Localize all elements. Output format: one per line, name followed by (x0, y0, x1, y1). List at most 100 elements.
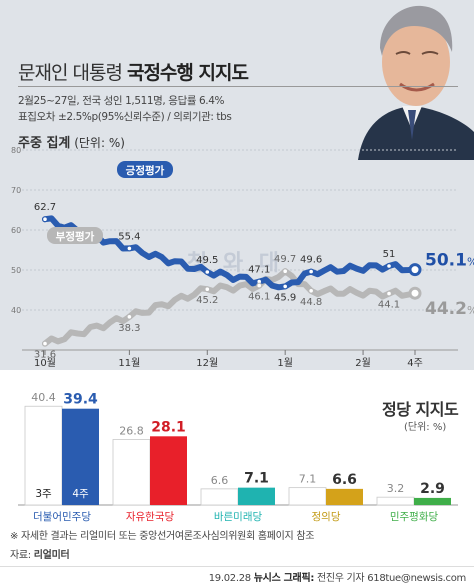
source-label: 자료: (10, 550, 31, 561)
survey-line-1: 2월25~27일, 전국 성인 1,511명, 응답률 6.4% (18, 95, 225, 107)
bar-3w-1 (112, 439, 151, 506)
bar-3w-value-3: 7.1 (299, 473, 317, 486)
label-neg-4: 49.7 (274, 254, 296, 265)
bar-4w-2 (238, 487, 275, 505)
bar-4w-1 (150, 436, 187, 505)
footer-credit-label: 뉴시스 그래픽: (253, 573, 315, 584)
bar-4w-0 (62, 408, 99, 505)
x-tick-5: 4주 (407, 358, 423, 369)
footer: 19.02.28 뉴시스 그래픽: 전진우 기자 618tue@newsis.c… (208, 569, 467, 584)
legend-positive: 긍정평가 (126, 164, 165, 177)
bar-4w-value-4: 2.9 (420, 481, 445, 497)
y-tick-60: 60 (11, 226, 21, 235)
label-neg-2: 45.2 (196, 295, 218, 306)
bar-3w-value-1: 26.8 (119, 424, 144, 437)
party-unit: (단위: %) (404, 422, 447, 433)
label-pos-5: 49.6 (300, 255, 322, 266)
sources: ※ 자세한 결과는 리얼미터 또는 중앙선거여론조사심의위원회 홈페이지 참조 … (10, 527, 314, 565)
party-bars: 40.4 39.4 더불어민주당 3주 4주 26.8 28.1 자유한국당 6.6 7.1 바른미… (18, 391, 458, 523)
series-lines: 62.7 55.4 49.5 47.1 45.9 49.6 51 50.1% 31.6 38.3 4… (34, 161, 474, 361)
legend-negative: 부정평가 (56, 230, 95, 243)
label-pos-6: 51 (383, 249, 396, 260)
bar-3w-value-4: 3.2 (387, 482, 405, 495)
bar-4w-value-2: 7.1 (244, 471, 269, 487)
point-pos-final (408, 263, 422, 277)
bar-3w-3 (288, 487, 327, 506)
x-tick-4: 2월 (355, 357, 371, 369)
label-pos-4: 45.9 (274, 292, 296, 303)
weekly-label: 주중 집계 (18, 136, 71, 151)
footer-credit: 전진우 기자 618tue@newsis.com (316, 573, 466, 584)
bar-category-1: 자유한국당 (126, 511, 175, 523)
title-divider (18, 86, 458, 87)
series-line-negative (42, 268, 418, 347)
x-tick-2: 12월 (196, 357, 218, 369)
point-neg-3 (256, 282, 263, 289)
point-pos-2 (204, 269, 211, 276)
series-line-positive (42, 215, 418, 291)
point-pos-6 (386, 263, 393, 270)
y-tick-50: 50 (11, 266, 21, 275)
label-neg-1: 38.3 (118, 323, 140, 334)
point-neg-1 (126, 313, 133, 320)
point-pos-0 (41, 216, 48, 223)
label-neg-final: 44.2 (425, 299, 467, 319)
bar-3w-2 (200, 488, 239, 506)
y-tick-80: 80 (11, 146, 21, 155)
y-tick-40: 40 (11, 306, 21, 315)
label-pos-1: 55.4 (118, 231, 140, 242)
label-neg-0: 31.6 (34, 350, 56, 361)
label-pos-3: 47.1 (248, 265, 270, 276)
footer-bar (0, 566, 474, 587)
legend-negative-pill (47, 227, 103, 244)
bar-category-4: 민주평화당 (390, 511, 439, 523)
point-neg-0 (41, 340, 48, 347)
bar-3w-value-2: 6.6 (211, 474, 229, 487)
bar-4w-4 (414, 497, 451, 505)
footer-date: 19.02.28 (208, 573, 251, 584)
bar-3w-0 (24, 405, 63, 506)
x-tick-3: 1월 (277, 357, 293, 369)
bar-4w-3 (326, 488, 363, 505)
point-neg-2 (204, 286, 211, 293)
series-label-4w: 4주 (72, 488, 89, 500)
weekly-subhead: 주중 집계 (단위: %) (18, 132, 125, 151)
title-part2: 국정수행 지지도 (126, 62, 249, 84)
title-part1: 문재인 대통령 (18, 62, 123, 84)
president-portrait (350, 0, 474, 160)
legend-positive-pill (117, 161, 173, 178)
bar-3w-value-0: 40.4 (31, 391, 56, 404)
point-pos-5 (308, 268, 315, 275)
label-pct-neg: % (467, 304, 474, 317)
series-label-3w: 3주 (35, 488, 52, 500)
survey-info: 2월25~27일, 전국 성인 1,511명, 응답률 6.4% 표집오차 ±2… (18, 93, 232, 125)
x-tick-0: 10월 (34, 357, 56, 369)
label-neg-5: 44.8 (300, 297, 322, 308)
party-title: 정당 지지도 (382, 400, 459, 419)
point-neg-6 (386, 290, 393, 297)
bar-4w-value-0: 39.4 (63, 392, 98, 408)
label-pos-final: 50.1 (425, 251, 467, 271)
bar-4w-value-1: 28.1 (151, 419, 186, 435)
chart-title: 문재인 대통령 국정수행 지지도 (18, 58, 249, 85)
source-line: 자료: 리얼미터 (10, 546, 314, 565)
x-tick-1: 11월 (118, 357, 140, 369)
label-pct-pos: % (467, 256, 474, 269)
survey-line-2: 표집오차 ±2.5%p(95%신뢰수준) / 의뢰기관: tbs (18, 111, 232, 123)
point-neg-4 (282, 268, 289, 275)
y-tick-labels: 40 50 60 70 80 (11, 146, 21, 315)
weekly-unit: (단위: %) (74, 136, 125, 150)
label-neg-3: 46.1 (248, 292, 270, 303)
footnote: ※ 자세한 결과는 리얼미터 또는 중앙선거여론조사심의위원회 홈페이지 참조 (10, 531, 315, 542)
point-pos-4 (282, 283, 289, 290)
point-neg-final (408, 286, 422, 300)
bar-category-2: 바른미래당 (214, 511, 263, 523)
label-neg-6: 44.1 (378, 300, 400, 311)
bar-category-0: 더불어민주당 (33, 511, 91, 523)
source-value: 리얼미터 (33, 550, 70, 561)
bar-category-3: 정의당 (312, 511, 341, 523)
bar-3w-4 (376, 496, 415, 506)
point-pos-1 (126, 245, 133, 252)
x-axis: 10월 11월 12월 1월 2월 4주 (34, 350, 423, 369)
